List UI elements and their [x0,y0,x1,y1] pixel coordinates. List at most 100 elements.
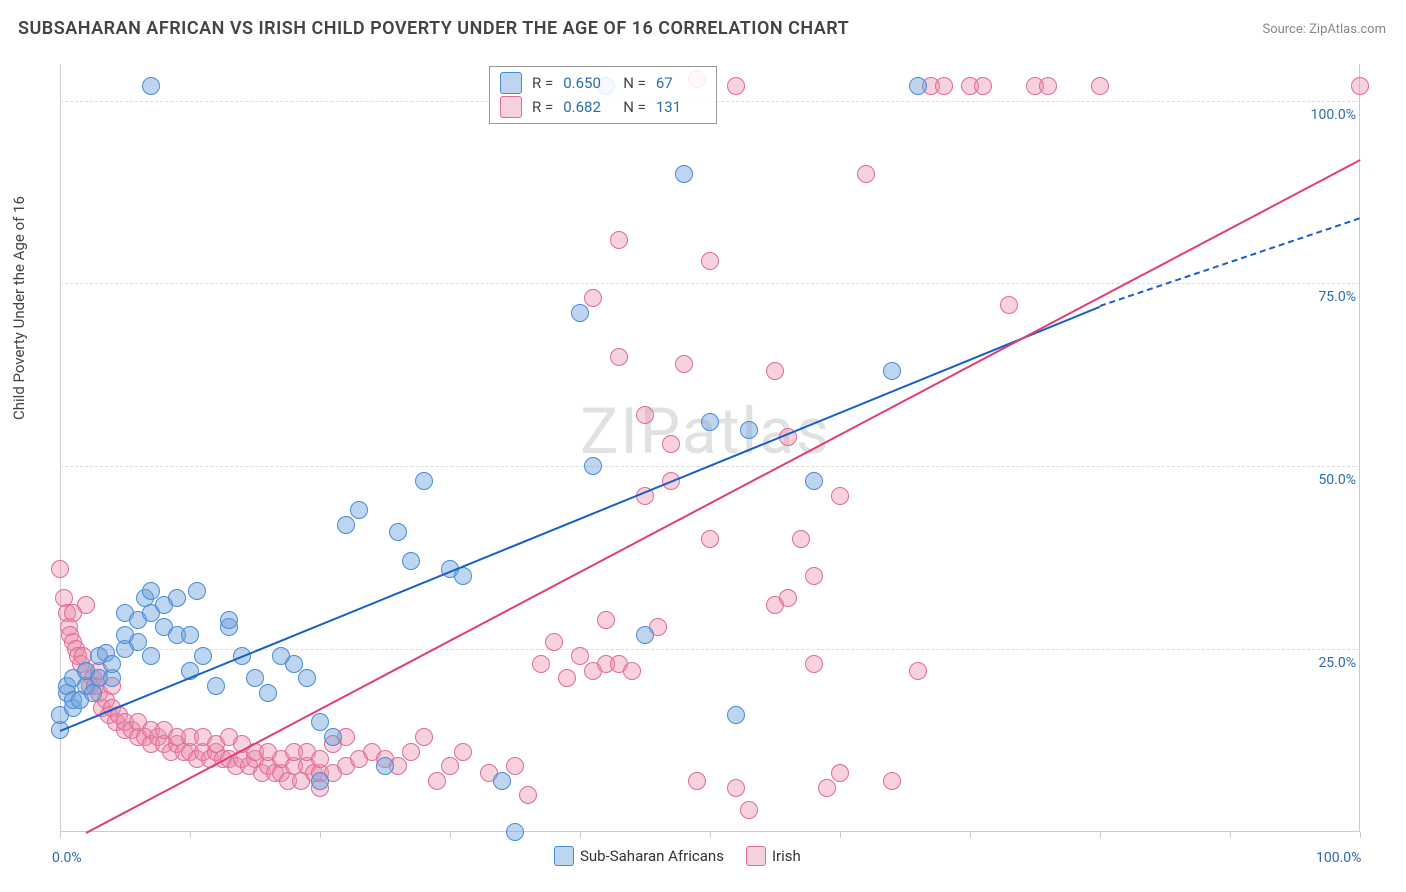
scatter-point-irish [792,530,810,548]
scatter-point-subsaharan [207,677,225,695]
legend-swatch [746,846,766,866]
scatter-point-subsaharan [259,684,277,702]
x-tick [1230,832,1231,838]
scatter-point-subsaharan [415,472,433,490]
scatter-point-irish [415,728,433,746]
scatter-point-subsaharan [584,457,602,475]
scatter-point-irish [675,355,693,373]
y-tick-label: 50.0% [1318,472,1356,488]
legend-item-subsaharan: Sub-Saharan Africans [554,846,724,866]
y-axis-line-right [1359,64,1360,832]
x-tick [320,832,321,838]
scatter-point-subsaharan [805,472,823,490]
x-tick [450,832,451,838]
scatter-point-irish [428,772,446,790]
scatter-point-irish [740,801,758,819]
scatter-point-irish [519,786,537,804]
scatter-point-subsaharan [168,589,186,607]
legend-n-value: 131 [656,98,706,116]
legend-series-label: Sub-Saharan Africans [580,847,724,865]
chart-container: SUBSAHARAN AFRICAN VS IRISH CHILD POVERT… [0,0,1406,892]
scatter-point-irish [766,362,784,380]
scatter-point-irish [571,647,589,665]
scatter-point-subsaharan [188,582,206,600]
scatter-point-irish [311,750,329,768]
x-tick [60,832,61,838]
x-tick [190,832,191,838]
legend-r-value: 0.650 [563,74,613,92]
x-tick-label-end: 100.0% [1316,850,1361,866]
source-attribution: Source: ZipAtlas.com [1262,22,1386,37]
y-tick-label: 25.0% [1318,655,1356,671]
legend-n-label: N = [623,74,646,92]
scatter-point-irish [441,757,459,775]
scatter-point-subsaharan [103,655,121,673]
scatter-point-subsaharan [636,626,654,644]
scatter-point-irish [779,589,797,607]
scatter-point-irish [831,764,849,782]
scatter-point-irish [51,560,69,578]
scatter-point-irish [623,662,641,680]
scatter-point-irish [402,743,420,761]
scatter-point-irish [727,779,745,797]
scatter-point-irish [545,633,563,651]
x-tick-label-start: 0.0% [52,850,82,866]
scatter-point-subsaharan [350,501,368,519]
scatter-point-irish [454,743,472,761]
scatter-point-subsaharan [324,728,342,746]
legend-n-value: 67 [656,74,706,92]
x-tick [1100,832,1101,838]
scatter-point-subsaharan [389,523,407,541]
x-tick [840,832,841,838]
legend-r-label: R = [532,98,553,116]
scatter-point-subsaharan [142,582,160,600]
stats-row-irish: R = 0.682 N = 131 [500,95,706,119]
scatter-point-irish [558,669,576,687]
scatter-point-irish [636,406,654,424]
legend-swatch [500,72,522,94]
scatter-point-subsaharan [506,823,524,841]
scatter-point-subsaharan [142,77,160,95]
scatter-point-irish [935,77,953,95]
x-tick [710,832,711,838]
regression-line-irish [86,159,1361,834]
series-legend: Sub-Saharan Africans Irish [554,846,801,866]
x-tick [970,832,971,838]
scatter-point-irish [857,165,875,183]
x-tick [1360,832,1361,838]
legend-r-value: 0.682 [563,98,613,116]
scatter-point-irish [701,530,719,548]
scatter-point-irish [77,596,95,614]
scatter-point-subsaharan [311,772,329,790]
legend-swatch [500,96,522,118]
scatter-point-irish [610,231,628,249]
scatter-point-irish [1091,77,1109,95]
legend-series-label: Irish [772,847,801,865]
scatter-point-irish [974,77,992,95]
regression-line-subsaharan [60,305,1101,731]
plot-area: ZIPatlas 25.0%50.0%75.0%100.0%0.0%100.0%… [60,64,1360,832]
scatter-point-subsaharan [181,626,199,644]
legend-n-label: N = [623,98,646,116]
scatter-point-irish [1000,296,1018,314]
scatter-point-subsaharan [220,611,238,629]
scatter-point-subsaharan [402,552,420,570]
legend-item-irish: Irish [746,846,801,866]
scatter-point-subsaharan [909,77,927,95]
scatter-point-subsaharan [701,413,719,431]
scatter-point-subsaharan [246,669,264,687]
scatter-point-subsaharan [142,647,160,665]
scatter-point-subsaharan [740,421,758,439]
scatter-point-irish [662,435,680,453]
stats-row-subsaharan: R =0.650N =67 [500,71,706,95]
scatter-point-irish [805,655,823,673]
y-tick-label: 75.0% [1318,289,1356,305]
x-tick [580,832,581,838]
scatter-point-irish [818,779,836,797]
y-tick-label: 100.0% [1311,107,1356,123]
scatter-point-subsaharan [194,647,212,665]
scatter-point-subsaharan [571,304,589,322]
scatter-point-irish [831,487,849,505]
scatter-point-irish [701,252,719,270]
scatter-point-irish [506,757,524,775]
